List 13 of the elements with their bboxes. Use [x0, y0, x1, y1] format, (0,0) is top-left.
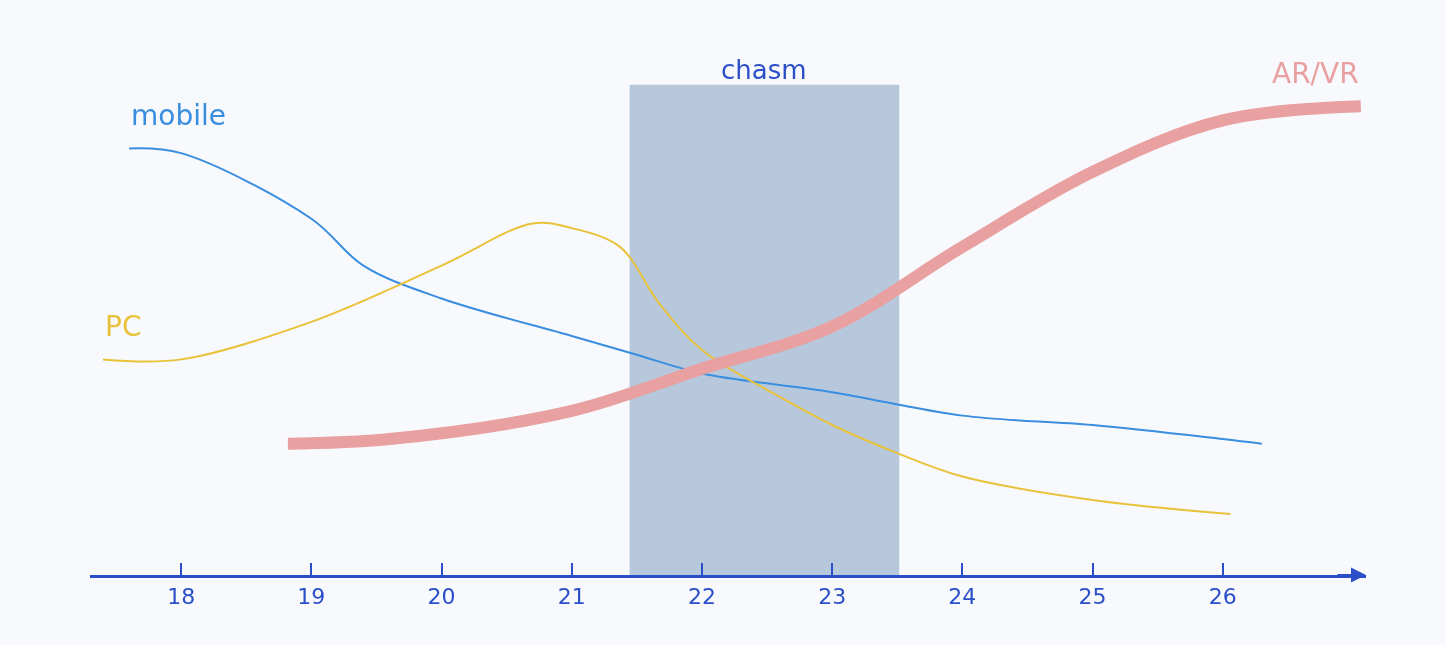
band-label: chasm [721, 55, 807, 85]
series-label: AR/VR [1272, 57, 1359, 90]
x-tick-label: 21 [557, 584, 586, 610]
x-tick-label: 22 [687, 584, 716, 610]
x-tick-label: 23 [818, 584, 847, 610]
x-tick-label: 19 [297, 584, 326, 610]
x-tick-label: 20 [427, 584, 456, 610]
series-label: PC [105, 310, 142, 343]
x-tick-label: 25 [1078, 584, 1107, 610]
x-tick-label: 18 [167, 584, 196, 610]
x-tick-label: 26 [1208, 584, 1237, 610]
x-tick-label: 24 [948, 584, 977, 610]
series-label: mobile [131, 99, 226, 132]
